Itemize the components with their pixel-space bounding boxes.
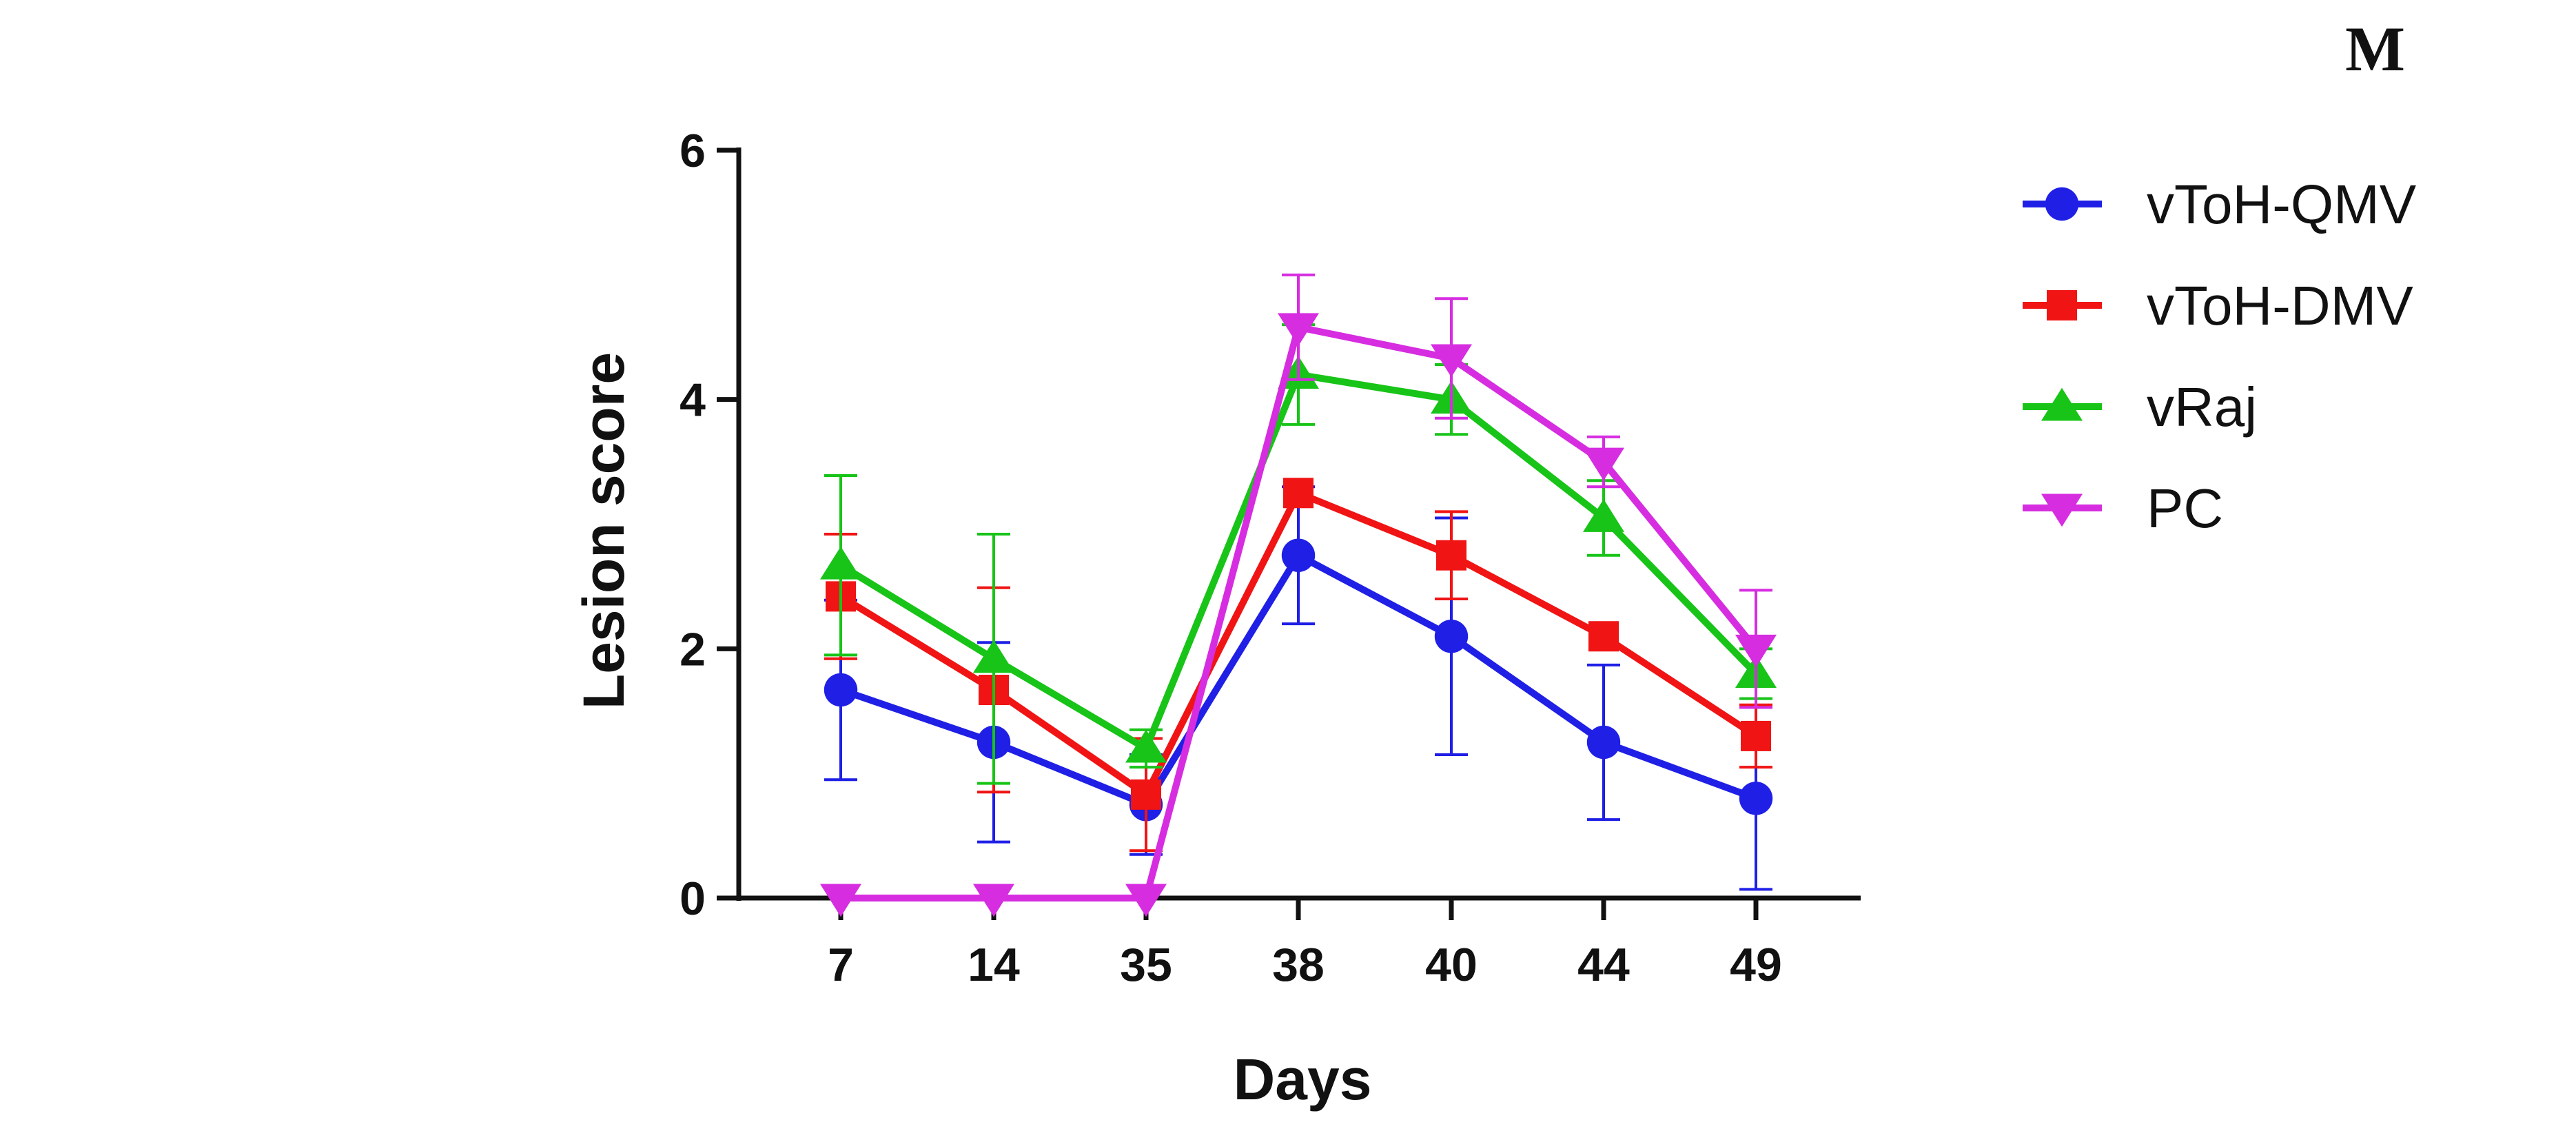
data-point-vtoh-qmv xyxy=(1739,782,1773,815)
x-tick-label: 14 xyxy=(968,939,1020,991)
legend: vToH-QMV vToH-DMV vRaj PC xyxy=(2023,174,2417,539)
data-point-pc xyxy=(1125,884,1167,917)
y-axis-title: Lesion score xyxy=(571,352,636,709)
x-tick-label: 40 xyxy=(1425,939,1478,991)
y-tick-label: 0 xyxy=(679,873,706,925)
x-tick-label: 44 xyxy=(1577,939,1630,991)
panel-label: M xyxy=(2345,14,2405,84)
data-point-vtoh-qmv xyxy=(824,673,858,707)
data-point-vraj xyxy=(1125,729,1167,763)
legend-swatch-marker xyxy=(2047,290,2077,320)
legend-item-pc: PC xyxy=(2023,478,2223,539)
legend-label: vRaj xyxy=(2147,376,2257,438)
legend-swatch-marker xyxy=(2045,187,2079,221)
legend-swatch-marker xyxy=(2041,493,2083,527)
data-point-vtoh-qmv xyxy=(1434,620,1469,653)
data-point-vtoh-qmv xyxy=(1281,538,1316,572)
x-tick-label: 7 xyxy=(828,939,854,991)
data-point-pc xyxy=(819,884,862,917)
data-point-pc xyxy=(1735,634,1777,668)
series-pc xyxy=(819,273,1777,917)
data-point-pc xyxy=(1582,447,1625,481)
data-point-vtoh-dmv xyxy=(1283,478,1313,509)
x-tick-label: 38 xyxy=(1272,939,1325,991)
legend-item-vtoh-qmv: vToH-QMV xyxy=(2023,174,2417,235)
data-point-pc xyxy=(1430,344,1473,378)
data-point-pc xyxy=(972,884,1015,917)
data-point-vtoh-qmv xyxy=(1586,725,1621,760)
plot-area: 0 2 4 6 7 14 35 38 40 44 49 xyxy=(679,125,1861,991)
y-tick-label: 4 xyxy=(679,374,706,427)
legend-label: vToH-DMV xyxy=(2147,275,2413,336)
data-point-vtoh-dmv xyxy=(1131,779,1161,810)
data-point-vraj xyxy=(819,546,862,580)
x-tick-label: 49 xyxy=(1730,939,1782,991)
data-point-vraj xyxy=(1582,499,1625,532)
data-point-vtoh-dmv xyxy=(1741,720,1771,751)
data-point-pc xyxy=(1277,313,1320,347)
data-point-vtoh-dmv xyxy=(1436,540,1466,571)
y-tick-label: 2 xyxy=(679,623,706,675)
legend-item-vtoh-dmv: vToH-DMV xyxy=(2023,275,2413,336)
data-point-vtoh-dmv xyxy=(1588,621,1619,652)
data-point-vraj xyxy=(972,640,1015,673)
y-tick-label: 6 xyxy=(679,125,706,177)
legend-label: vToH-QMV xyxy=(2147,174,2417,235)
x-axis-title: Days xyxy=(1234,1047,1372,1112)
legend-item-vraj: vRaj xyxy=(2023,376,2257,438)
legend-swatch-marker xyxy=(2041,387,2083,421)
legend-label: PC xyxy=(2147,478,2223,539)
x-tick-label: 35 xyxy=(1120,939,1172,991)
